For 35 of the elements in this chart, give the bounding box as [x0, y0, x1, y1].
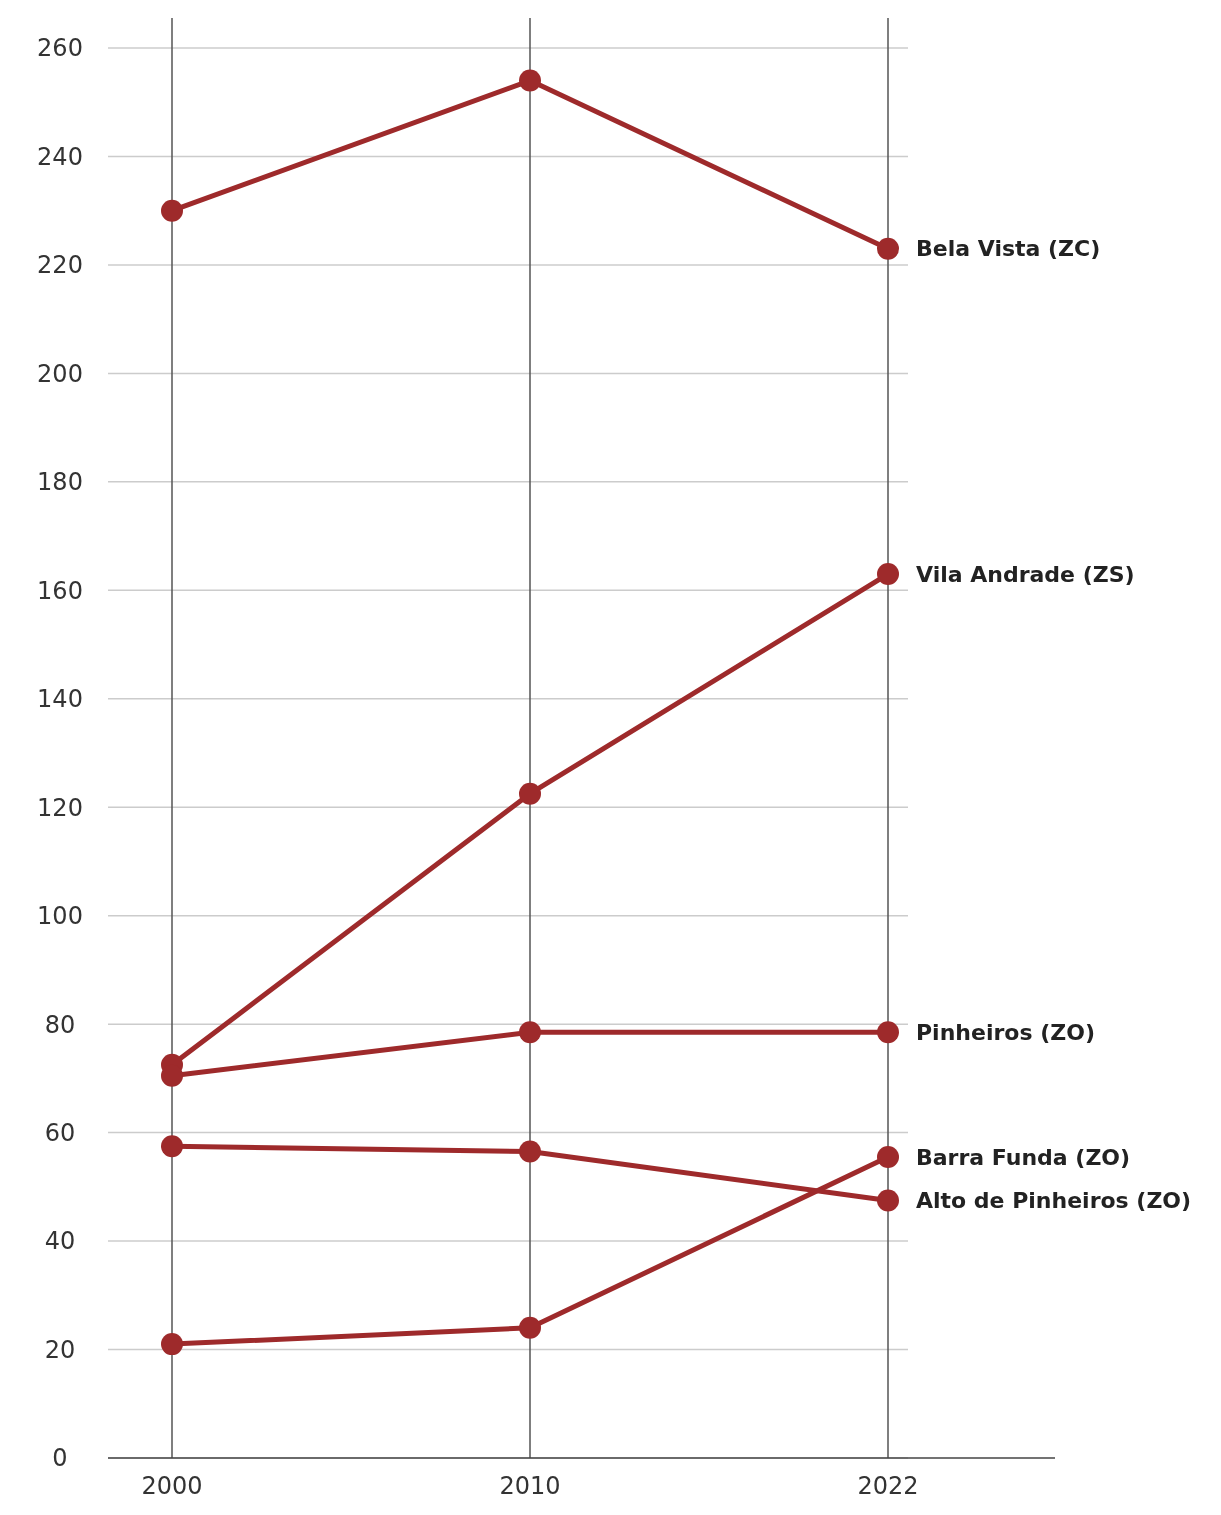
- y-tick-label: 260: [37, 34, 83, 63]
- point: [877, 1021, 899, 1044]
- y-tick-label: 180: [37, 468, 83, 497]
- y-tick-label: 0: [52, 1444, 68, 1473]
- point: [519, 782, 541, 805]
- point: [519, 69, 541, 92]
- series-label: Vila Andrade (ZS): [916, 561, 1135, 587]
- x-tick-label: 2000: [141, 1472, 203, 1500]
- y-tick-label: 240: [37, 142, 83, 171]
- series-label: Pinheiros (ZO): [916, 1019, 1095, 1045]
- x-tick-label: 2022: [857, 1472, 919, 1500]
- y-tick-label: 60: [44, 1119, 76, 1148]
- point: [519, 1316, 541, 1339]
- point: [519, 1021, 541, 1044]
- series-label: Alto de Pinheiros (ZO): [916, 1188, 1192, 1214]
- point: [161, 1135, 183, 1158]
- y-tick-label: 100: [37, 902, 83, 931]
- y-tick-label: 80: [44, 1010, 76, 1039]
- y-tick-label: 20: [44, 1335, 76, 1364]
- x-tick-label: 2010: [499, 1472, 561, 1500]
- y-tick-label: 40: [44, 1227, 76, 1256]
- point: [877, 1189, 899, 1212]
- series-label: Bela Vista (ZC): [916, 236, 1101, 262]
- series-label: Barra Funda (ZO): [916, 1144, 1131, 1170]
- point: [877, 563, 899, 586]
- y-tick-label: 200: [37, 359, 83, 388]
- y-tick-label: 160: [37, 576, 83, 605]
- point: [877, 1146, 899, 1169]
- point: [161, 199, 183, 222]
- y-tick-label: 120: [37, 793, 83, 822]
- point: [877, 237, 899, 260]
- y-tick-label: 140: [37, 685, 83, 714]
- point: [161, 1333, 183, 1356]
- y-tick-label: 220: [37, 251, 83, 280]
- point: [519, 1140, 541, 1163]
